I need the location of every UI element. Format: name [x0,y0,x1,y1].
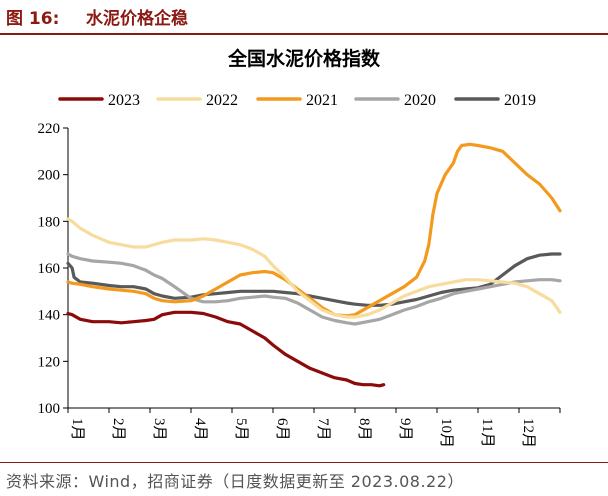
figure-header: 图 16: 水泥价格企稳 [0,0,608,36]
x-tick-label: 3月 [151,418,167,441]
y-tick-label: 160 [38,261,61,277]
series-line-2021 [66,142,562,318]
axes: 100 120 140 160 180 200 220 1月 2月 3月 4月 5月 6月 7月 8月 9月 1… [38,121,561,448]
series-line-2022 [66,217,562,319]
x-tick-label: 7月 [315,418,331,441]
y-tick-label: 220 [38,121,61,137]
x-tick-label: 8月 [356,418,372,441]
legend-label-2023: 2023 [108,92,140,109]
x-tick-label: 4月 [192,418,208,441]
legend: 2023 2022 2021 2020 2019 [58,92,536,109]
series-group [66,142,562,388]
x-tick-label: 1月 [69,418,85,441]
x-tick-label: 6月 [274,418,290,441]
y-tick-label: 200 [38,168,61,184]
legend-label-2020: 2020 [404,92,436,109]
series-line-2023 [66,310,386,388]
x-tick-label: 5月 [233,418,249,441]
x-tick-label: 11月 [479,418,495,447]
figure-caption: 水泥价格企稳 [86,9,188,29]
line-chart: 2023 2022 2021 2020 2019 100 120 140 160 180 200 2… [38,92,562,448]
y-tick-label: 120 [38,354,61,370]
legend-label-2022: 2022 [206,92,238,109]
x-tick-label: 10月 [438,418,454,448]
y-tick-label: 100 [38,401,61,417]
series-line-2020 [66,252,562,326]
x-tick-label: 9月 [397,418,413,441]
header-rule [0,33,608,35]
x-tick-label: 12月 [520,418,536,448]
footer-rule [0,462,608,463]
y-tick-label: 140 [38,308,61,324]
figure-number: 图 16: [6,9,60,29]
x-tick-label: 2月 [110,418,126,441]
y-tick-label: 180 [38,214,61,230]
chart-title: 全国水泥价格指数 [227,48,380,70]
source-note: 资料来源：Wind，招商证券（日度数据更新至 2023.08.22） [6,472,464,491]
legend-label-2019: 2019 [504,92,536,109]
legend-label-2021: 2021 [306,92,338,109]
